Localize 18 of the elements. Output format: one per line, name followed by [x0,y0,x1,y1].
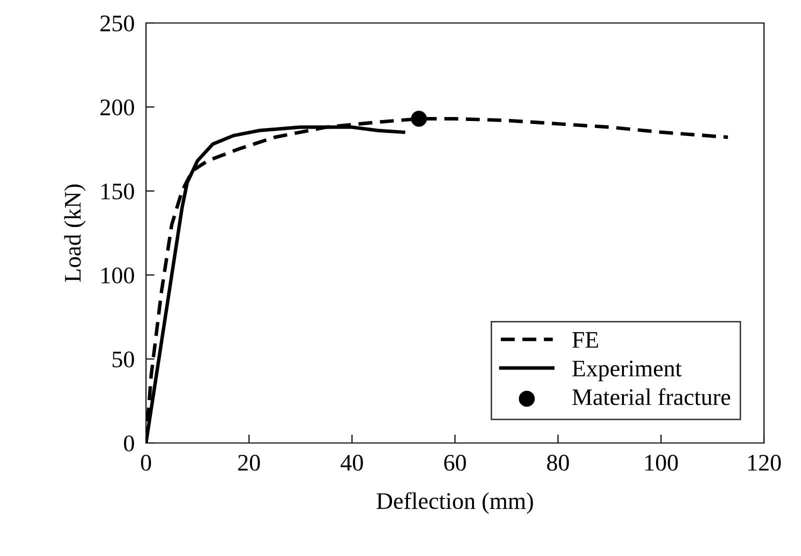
y-axis-title: Load (kN) [64,184,86,282]
y-tick-label: 250 [100,15,134,32]
legend-label: FE [572,332,598,348]
x-tick-label: 120 [748,454,781,471]
x-tick-label: 60 [444,454,466,471]
y-tick-label: 100 [102,267,134,284]
x-axis-title: Deflection (mm) [376,492,533,514]
legend-label: Experiment [572,360,682,382]
x-tick-label: 80 [547,454,569,471]
y-tick-label: 0 [124,435,134,452]
legend-label: Material fracture [572,388,730,406]
x-tick-label: 0 [140,454,152,471]
y-tick-label: 150 [102,183,134,200]
x-tick-label: 100 [645,454,678,471]
y-tick-label: 200 [100,99,134,116]
x-tick-label: 20 [238,454,260,471]
y-tick-label: 50 [112,351,134,368]
x-tick-label: 40 [340,454,363,471]
